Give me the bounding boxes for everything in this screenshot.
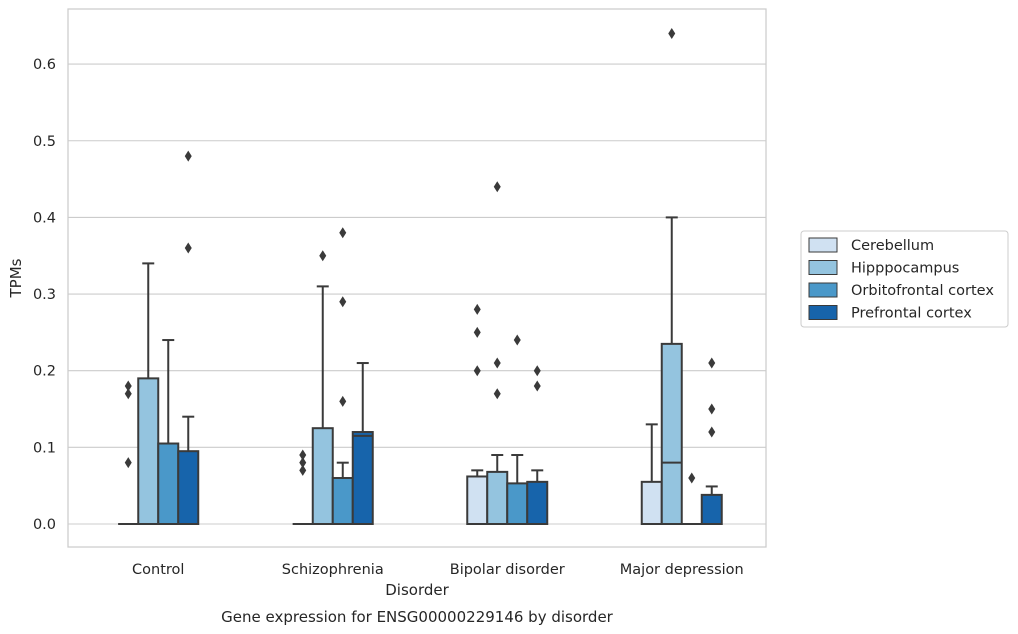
box-plots (118, 27, 723, 526)
box-body (526, 480, 549, 525)
y-axis-ticks: 0.0 0.1 0.2 0.3 0.4 0.5 0.6 (33, 57, 56, 533)
box-cerebellum (466, 303, 489, 525)
box-hipppocampus (137, 262, 160, 525)
y-tick-label: 0.4 (33, 210, 56, 226)
box-body (351, 431, 374, 525)
outlier-point (184, 150, 192, 162)
box-hipppocampus (311, 250, 334, 525)
outlier-point (473, 326, 481, 338)
box-prefrontal-cortex (177, 150, 200, 525)
box-body (311, 427, 334, 525)
legend-swatch (808, 237, 838, 253)
y-tick-label: 0.3 (33, 287, 56, 303)
x-tick-label: Control (132, 562, 184, 578)
legend-label: Cerebellum (851, 238, 934, 254)
legend-label: Hipppocampus (851, 261, 959, 277)
x-tick-label: Major depression (620, 562, 744, 578)
legend: Cerebellum Hipppocampus Orbitofrontal cort… (800, 230, 1009, 328)
box-hipppocampus (486, 181, 509, 525)
outlier-point (708, 357, 716, 369)
outlier-point (299, 449, 307, 461)
legend-swatch (808, 305, 838, 320)
box-body (486, 470, 509, 525)
box-body (177, 450, 200, 525)
y-tick-label: 0.5 (33, 134, 56, 150)
outlier-point (319, 250, 327, 262)
outlier-point (339, 395, 347, 407)
outlier-point (124, 457, 132, 469)
x-axis-label: Disorder (385, 581, 449, 599)
grid-lines (68, 63, 766, 525)
box-body (331, 477, 354, 526)
box-body (700, 493, 723, 525)
x-tick-label: Schizophrenia (282, 562, 384, 578)
outlier-point (668, 27, 676, 39)
box-prefrontal-cortex (351, 362, 374, 525)
outlier-point (339, 296, 347, 308)
outlier-point (493, 181, 501, 193)
y-axis-label: TPMs (7, 258, 25, 298)
legend-swatch (808, 260, 838, 275)
outlier-point (473, 303, 481, 315)
outlier-point (299, 464, 307, 476)
outlier-point (708, 403, 716, 415)
x-tick-label: Bipolar disorder (450, 562, 565, 578)
box-orbitofrontal-cortex (157, 339, 180, 525)
outlier-point (688, 472, 696, 484)
box-orbitofrontal-cortex (506, 334, 529, 525)
outlier-point (299, 457, 307, 469)
y-tick-label: 0.1 (33, 440, 56, 456)
y-tick-label: 0.2 (33, 364, 56, 380)
box-cerebellum (292, 449, 313, 525)
outlier-point (184, 242, 192, 254)
box-cerebellum (640, 423, 663, 525)
y-tick-label: 0.6 (33, 57, 56, 73)
x-axis-ticks: Control Schizophrenia Bipolar disorder Majo… (132, 562, 744, 578)
outlier-point (339, 227, 347, 239)
outlier-point (533, 380, 541, 392)
box-body (640, 480, 663, 525)
box-prefrontal-cortex (700, 357, 723, 525)
y-tick-label: 0.0 (33, 517, 56, 533)
outlier-point (493, 357, 501, 369)
chart-title: Gene expression for ENSG00000229146 by d… (221, 608, 614, 626)
box-body (506, 482, 529, 525)
box-cerebellum (118, 380, 139, 525)
box-body (660, 342, 683, 525)
outlier-point (473, 365, 481, 377)
box-body (137, 377, 160, 525)
plot-frame (67, 8, 767, 548)
legend-label: Prefrontal cortex (851, 306, 972, 322)
box-prefrontal-cortex (526, 365, 549, 525)
outlier-point (533, 365, 541, 377)
box-body (157, 442, 180, 525)
outlier-point (124, 388, 132, 400)
box-orbitofrontal-cortex (681, 472, 702, 525)
outlier-point (493, 388, 501, 400)
box-body (466, 475, 489, 525)
legend-frame (800, 230, 1009, 328)
outlier-point (513, 334, 521, 346)
box-orbitofrontal-cortex (331, 227, 354, 526)
legend-swatch (808, 282, 838, 298)
outlier-point (124, 380, 132, 392)
legend-label: Orbitofrontal cortex (851, 283, 994, 299)
outlier-point (708, 426, 716, 438)
box-hipppocampus (660, 27, 683, 525)
